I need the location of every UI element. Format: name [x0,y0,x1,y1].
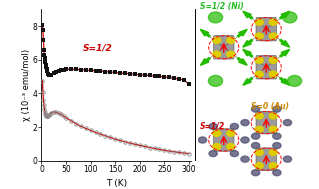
FancyArrow shape [243,11,253,19]
FancyArrow shape [243,40,253,47]
FancyArrow shape [243,78,253,85]
Circle shape [283,156,292,162]
Circle shape [269,33,277,39]
FancyArrow shape [280,49,290,57]
Circle shape [251,133,260,139]
FancyArrow shape [280,11,290,19]
FancyBboxPatch shape [213,129,234,151]
Circle shape [283,12,297,23]
FancyArrow shape [237,58,247,65]
Circle shape [241,156,249,162]
FancyArrow shape [200,58,210,65]
Text: S=1/2 (Ni): S=1/2 (Ni) [200,2,244,11]
Circle shape [269,126,277,132]
Circle shape [255,71,263,77]
Circle shape [213,130,221,136]
FancyArrow shape [280,40,290,47]
Circle shape [255,149,263,155]
Circle shape [255,57,263,64]
Circle shape [213,37,221,43]
Circle shape [269,149,277,155]
Circle shape [241,120,249,126]
Circle shape [227,130,235,136]
Circle shape [255,163,263,169]
Circle shape [227,144,235,150]
Text: S=1/2: S=1/2 [200,122,225,131]
Text: S=0 (Au): S=0 (Au) [251,102,289,111]
FancyBboxPatch shape [256,111,277,134]
Circle shape [255,33,263,39]
FancyBboxPatch shape [213,36,234,59]
Circle shape [269,163,277,169]
Circle shape [227,51,235,57]
Circle shape [251,170,260,176]
FancyArrow shape [237,29,247,37]
Y-axis label: χ (10⁻³ emu/mol): χ (10⁻³ emu/mol) [22,49,31,121]
Circle shape [273,106,281,112]
Circle shape [273,143,281,149]
Circle shape [227,37,235,43]
Circle shape [241,137,249,143]
FancyBboxPatch shape [256,17,277,41]
Circle shape [208,75,223,86]
Circle shape [213,144,221,150]
Text: S=1/2: S=1/2 [83,44,113,53]
Circle shape [213,51,221,57]
Circle shape [269,19,277,25]
FancyBboxPatch shape [256,56,277,79]
Circle shape [273,170,281,176]
FancyArrow shape [200,29,210,37]
Circle shape [287,75,302,86]
Circle shape [269,113,277,119]
Circle shape [269,57,277,64]
FancyArrow shape [280,78,290,85]
Circle shape [230,150,239,157]
Circle shape [209,123,217,129]
Circle shape [255,113,263,119]
Circle shape [208,12,223,23]
X-axis label: T (K): T (K) [106,179,127,188]
Circle shape [269,71,277,77]
Circle shape [283,120,292,126]
Circle shape [255,126,263,132]
Circle shape [255,19,263,25]
FancyArrow shape [243,49,253,57]
Circle shape [251,143,260,149]
Circle shape [230,123,239,129]
FancyBboxPatch shape [256,148,277,170]
Circle shape [209,150,217,157]
Circle shape [273,133,281,139]
Circle shape [198,137,207,143]
Circle shape [251,106,260,112]
